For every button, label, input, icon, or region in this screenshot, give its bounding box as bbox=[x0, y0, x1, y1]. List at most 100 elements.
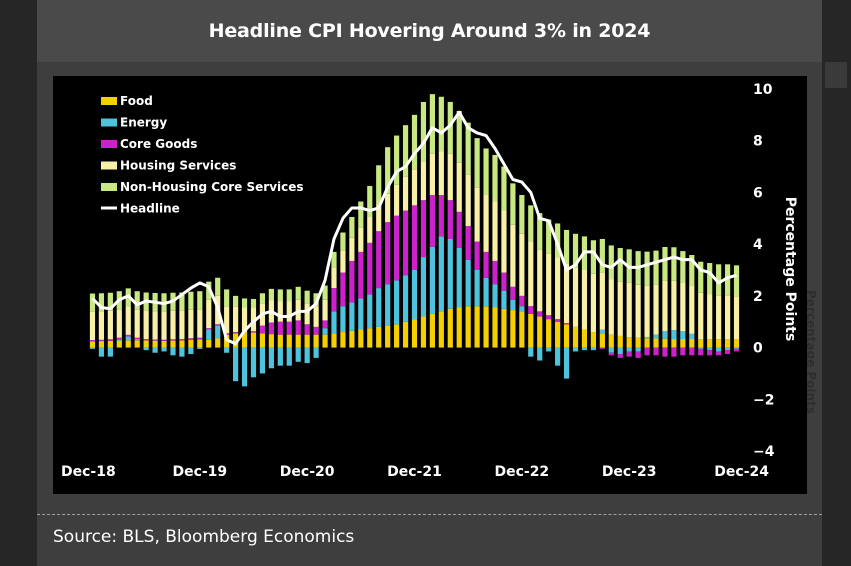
bar-non_housing bbox=[653, 250, 659, 285]
bar-non_housing bbox=[224, 289, 230, 307]
title-bar: Headline CPI Hovering Around 3% in 2024 bbox=[37, 0, 822, 62]
bar-food bbox=[563, 324, 570, 348]
bar-housing bbox=[724, 295, 731, 340]
bar-housing bbox=[429, 153, 435, 196]
bar-food bbox=[402, 321, 409, 348]
bar-non_housing bbox=[268, 288, 274, 301]
bar-energy bbox=[107, 347, 113, 357]
bar-food bbox=[698, 339, 704, 348]
y-tick-label: 10 bbox=[753, 82, 773, 98]
bar-non_housing bbox=[447, 101, 453, 154]
bar-core_goods bbox=[367, 242, 373, 295]
bar-non_housing bbox=[707, 263, 713, 295]
bar-energy bbox=[653, 334, 659, 339]
bar-food bbox=[492, 307, 498, 348]
bar-non_housing bbox=[411, 114, 418, 170]
bar-food bbox=[215, 338, 221, 348]
bar-energy bbox=[98, 347, 105, 357]
bar-core_goods bbox=[608, 352, 614, 356]
bar-food bbox=[268, 334, 274, 348]
bar-energy bbox=[313, 347, 319, 358]
bar-food bbox=[286, 334, 292, 348]
bar-food bbox=[143, 340, 149, 348]
bar-core_goods bbox=[259, 325, 266, 334]
y-tick-label: 8 bbox=[753, 134, 763, 150]
bar-food bbox=[537, 316, 543, 348]
bar-food bbox=[546, 319, 552, 348]
bar-energy bbox=[385, 284, 391, 326]
bar-non_housing bbox=[429, 94, 435, 154]
bar-non_housing bbox=[340, 232, 346, 251]
bar-energy bbox=[367, 294, 373, 329]
bar-housing bbox=[152, 311, 158, 340]
bar-non_housing bbox=[349, 216, 355, 238]
bar-non_housing bbox=[716, 264, 722, 296]
bar-non_housing bbox=[367, 185, 373, 217]
bar-housing bbox=[456, 162, 462, 212]
bar-core_goods bbox=[429, 195, 435, 247]
bar-housing bbox=[197, 309, 203, 338]
bar-food bbox=[197, 339, 203, 348]
bar-food bbox=[358, 329, 364, 348]
bar-energy bbox=[510, 299, 516, 311]
bar-housing bbox=[698, 292, 704, 340]
bar-non_housing bbox=[322, 285, 328, 300]
bar-core_goods bbox=[268, 322, 274, 335]
bar-food bbox=[662, 338, 668, 348]
bar-core_goods bbox=[644, 347, 650, 356]
bar-housing bbox=[671, 280, 677, 330]
bar-energy bbox=[483, 277, 489, 307]
bar-food bbox=[438, 311, 444, 348]
bar-energy bbox=[420, 257, 427, 317]
bar-food bbox=[259, 333, 266, 348]
bar-energy bbox=[116, 339, 122, 341]
bar-core_goods bbox=[161, 339, 167, 341]
bar-food bbox=[555, 321, 561, 348]
bar-housing bbox=[653, 284, 659, 335]
bar-core_goods bbox=[447, 200, 453, 239]
bar-non_housing bbox=[215, 277, 221, 296]
bar-core_goods bbox=[286, 321, 292, 335]
bar-energy bbox=[590, 347, 596, 351]
bar-housing bbox=[134, 309, 140, 338]
bar-food bbox=[483, 306, 489, 348]
bar-housing bbox=[206, 299, 212, 329]
legend-swatch-housing bbox=[101, 161, 117, 170]
bar-core_goods bbox=[680, 347, 686, 356]
bar-energy bbox=[304, 347, 310, 364]
bar-energy bbox=[716, 347, 722, 352]
bar-food bbox=[528, 313, 534, 348]
bar-food bbox=[304, 334, 310, 348]
chart-title: Headline CPI Hovering Around 3% in 2024 bbox=[208, 20, 651, 42]
bar-non_housing bbox=[188, 291, 194, 310]
bar-core_goods bbox=[188, 338, 194, 340]
bar-housing bbox=[161, 311, 167, 340]
bar-core_goods bbox=[716, 351, 722, 356]
bar-food bbox=[340, 332, 346, 348]
bar-energy bbox=[617, 347, 623, 355]
bar-core_goods bbox=[134, 337, 140, 340]
bar-energy bbox=[733, 347, 740, 349]
bar-core_goods bbox=[170, 339, 176, 341]
bar-core_goods bbox=[340, 272, 346, 307]
bar-energy bbox=[707, 347, 713, 351]
bar-energy bbox=[376, 288, 382, 327]
bar-housing bbox=[563, 263, 570, 324]
bar-housing bbox=[465, 174, 471, 227]
scrollbar-thumb[interactable] bbox=[825, 62, 847, 88]
bar-food bbox=[599, 333, 605, 348]
right-panel-strip bbox=[822, 0, 851, 566]
bar-housing bbox=[349, 237, 355, 261]
bar-housing bbox=[555, 257, 561, 320]
bar-housing bbox=[125, 306, 131, 335]
bar-core_goods bbox=[215, 324, 221, 326]
bar-food bbox=[188, 339, 194, 348]
bar-energy bbox=[340, 306, 346, 333]
bar-housing bbox=[233, 306, 239, 333]
bar-non_housing bbox=[402, 125, 409, 177]
bar-core_goods bbox=[322, 320, 328, 329]
bar-food bbox=[89, 341, 96, 348]
bar-non_housing bbox=[599, 238, 605, 273]
legend-label-energy: Energy bbox=[120, 116, 167, 130]
bar-non_housing bbox=[241, 298, 248, 308]
